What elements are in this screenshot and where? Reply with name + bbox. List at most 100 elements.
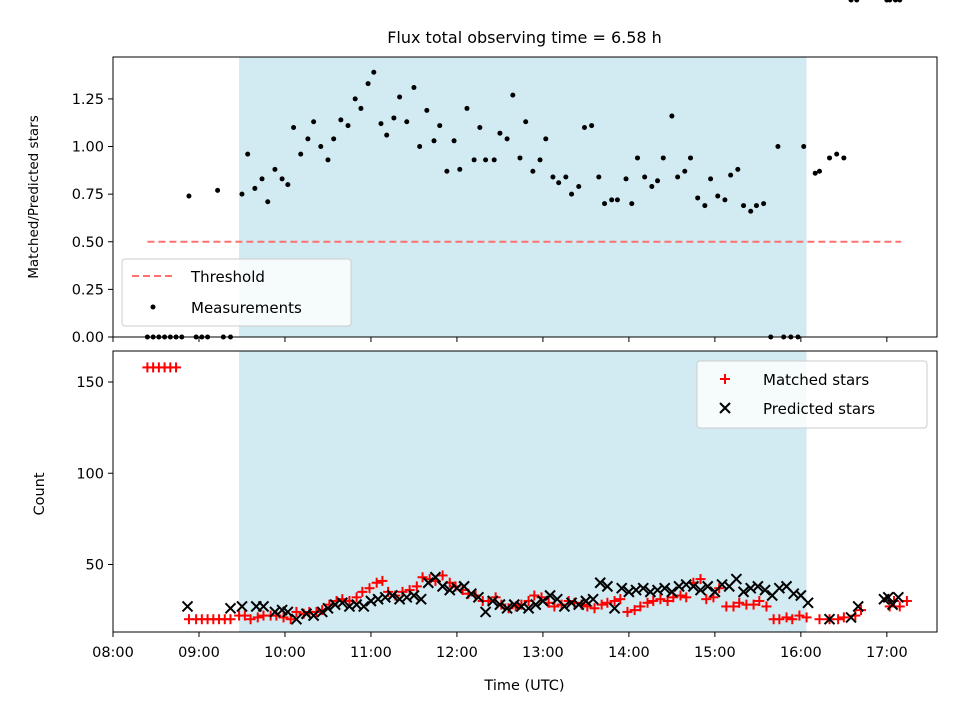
top-y-tick-label: 1.00 (72, 140, 104, 156)
legend-matched-label: Matched stars (763, 371, 869, 389)
measurement-point (497, 130, 503, 136)
matched-star-point (681, 592, 692, 603)
predicted-star-point (886, 598, 899, 611)
predicted-star-point (408, 589, 420, 602)
matched-star-point (662, 595, 673, 606)
measurement-point (510, 92, 516, 98)
measurement-point (291, 124, 297, 130)
measurement-point (854, 0, 860, 3)
predicted-star-point (181, 600, 194, 613)
predicted-star-point (472, 591, 485, 604)
measurement-point (708, 176, 714, 182)
measurement-point (471, 157, 477, 163)
predicted-star-point (802, 597, 814, 609)
measurement-point (259, 176, 265, 182)
measurement-point (775, 144, 781, 150)
x-axis-label: Time (UTC) (483, 678, 564, 694)
top-panel: 0.00 0.25 0.50 0.75 1.00 1.25 Matched/Predict… (26, 0, 938, 346)
matched-star-point (609, 595, 620, 606)
matched-star-point (655, 594, 666, 605)
predicted-star-point (465, 587, 477, 600)
matched-star-point (728, 601, 739, 612)
predicted-star-point (257, 600, 270, 613)
matched-stars-points (142, 362, 912, 625)
predicted-star-point (737, 586, 750, 598)
x-tick-label: 12:00 (436, 645, 478, 661)
top-y-tick-label: 0.50 (72, 235, 104, 251)
x-tick-label: 14:00 (608, 645, 650, 661)
matched-star-point (291, 606, 302, 617)
predicted-star-point (573, 598, 585, 611)
measurement-point (649, 184, 655, 190)
predicted-star-point (236, 600, 248, 613)
measurement-point (688, 155, 694, 161)
bottom-y-tick-label: 50 (86, 557, 104, 573)
bottom-y-ticks: 50 100 150 (76, 375, 113, 573)
measurement-point (596, 174, 602, 180)
measurement-point (491, 157, 497, 163)
top-x-ticks (112, 337, 888, 342)
predicted-star-point (501, 602, 513, 614)
bottom-panel: 50 100 150 08:00 09:00 10:00 11:00 12:00 13:00 1… (32, 350, 938, 694)
predicted-star-point (823, 613, 836, 625)
measurement-point (279, 176, 285, 182)
measurement-point (543, 136, 549, 142)
measurement-point (887, 0, 893, 3)
matched-star-point (675, 590, 686, 601)
predicted-star-point (422, 577, 434, 589)
measurement-point (305, 136, 311, 142)
predicted-star-point (530, 598, 542, 611)
matched-star-point (695, 574, 706, 585)
measurement-point (614, 197, 620, 203)
matched-star-point (417, 572, 428, 583)
measurement-point (437, 123, 443, 129)
x-tick-label: 16:00 (780, 645, 822, 661)
predicted-star-point (358, 600, 370, 613)
matched-star-point (596, 599, 607, 610)
predicted-star-point (659, 582, 671, 594)
top-legend: Threshold Measurements (121, 258, 352, 327)
measurement-point (827, 155, 833, 161)
predicted-star-point (479, 606, 492, 618)
matched-star-point (801, 612, 812, 623)
measurement-point (715, 193, 721, 199)
predicted-star-point (594, 577, 606, 589)
legend-matched-swatch (720, 374, 730, 384)
legend-predicted-swatch (719, 402, 731, 414)
measurement-point (239, 191, 245, 197)
matched-star-point (364, 583, 375, 594)
measurement-point (245, 151, 251, 157)
predicted-star-point (845, 611, 857, 624)
measurement-point (378, 121, 384, 127)
measurement-point (722, 197, 728, 203)
matched-star-point (748, 599, 759, 610)
measurement-point (892, 0, 898, 3)
predicted-star-point (415, 593, 427, 605)
predicted-star-point (336, 597, 348, 609)
measurement-point (556, 180, 562, 186)
matched-star-point (838, 612, 849, 623)
measurement-point (834, 151, 840, 157)
top-plot-frame (112, 56, 938, 338)
measurement-point (816, 168, 822, 174)
predicted-star-point (694, 584, 707, 596)
bottom-y-axis-label: Count (32, 472, 48, 515)
predicted-star-point (666, 586, 678, 598)
measurement-point (424, 107, 430, 113)
matched-star-point (761, 601, 772, 612)
matched-star-point (642, 597, 653, 608)
predicted-star-point (494, 598, 506, 611)
measurement-point (365, 81, 371, 87)
top-legend-box (121, 258, 352, 327)
matched-star-point (894, 601, 905, 612)
predicted-star-point (522, 602, 535, 614)
matched-star-point (774, 614, 785, 625)
matched-star-point (629, 605, 640, 616)
predicted-star-point (702, 580, 714, 593)
measurement-point (371, 69, 377, 75)
matched-star-point (648, 595, 659, 606)
predicted-star-point (882, 591, 894, 604)
matched-star-point (411, 581, 422, 592)
x-tick-label: 17:00 (866, 645, 908, 661)
predicted-star-point (759, 584, 771, 596)
